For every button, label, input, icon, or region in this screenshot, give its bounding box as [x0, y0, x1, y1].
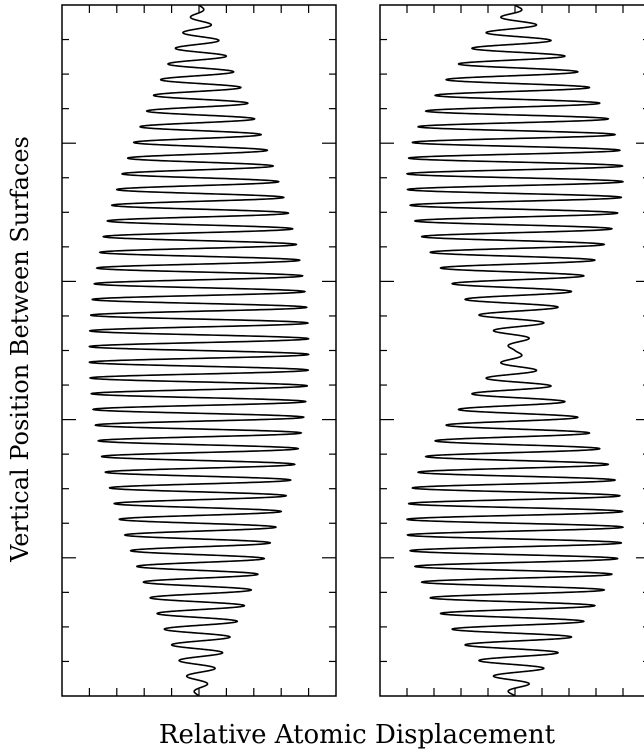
panel-mode-1	[61, 4, 337, 697]
x-axis-label: Relative Atomic Displacement	[159, 720, 556, 750]
displacement-wave-series	[88, 4, 310, 697]
y-axis-label: Vertical Position Between Surfaces	[6, 136, 34, 563]
panel-frame	[379, 4, 644, 697]
displacement-wave-series	[405, 4, 625, 697]
panel-mode-2	[379, 4, 644, 697]
